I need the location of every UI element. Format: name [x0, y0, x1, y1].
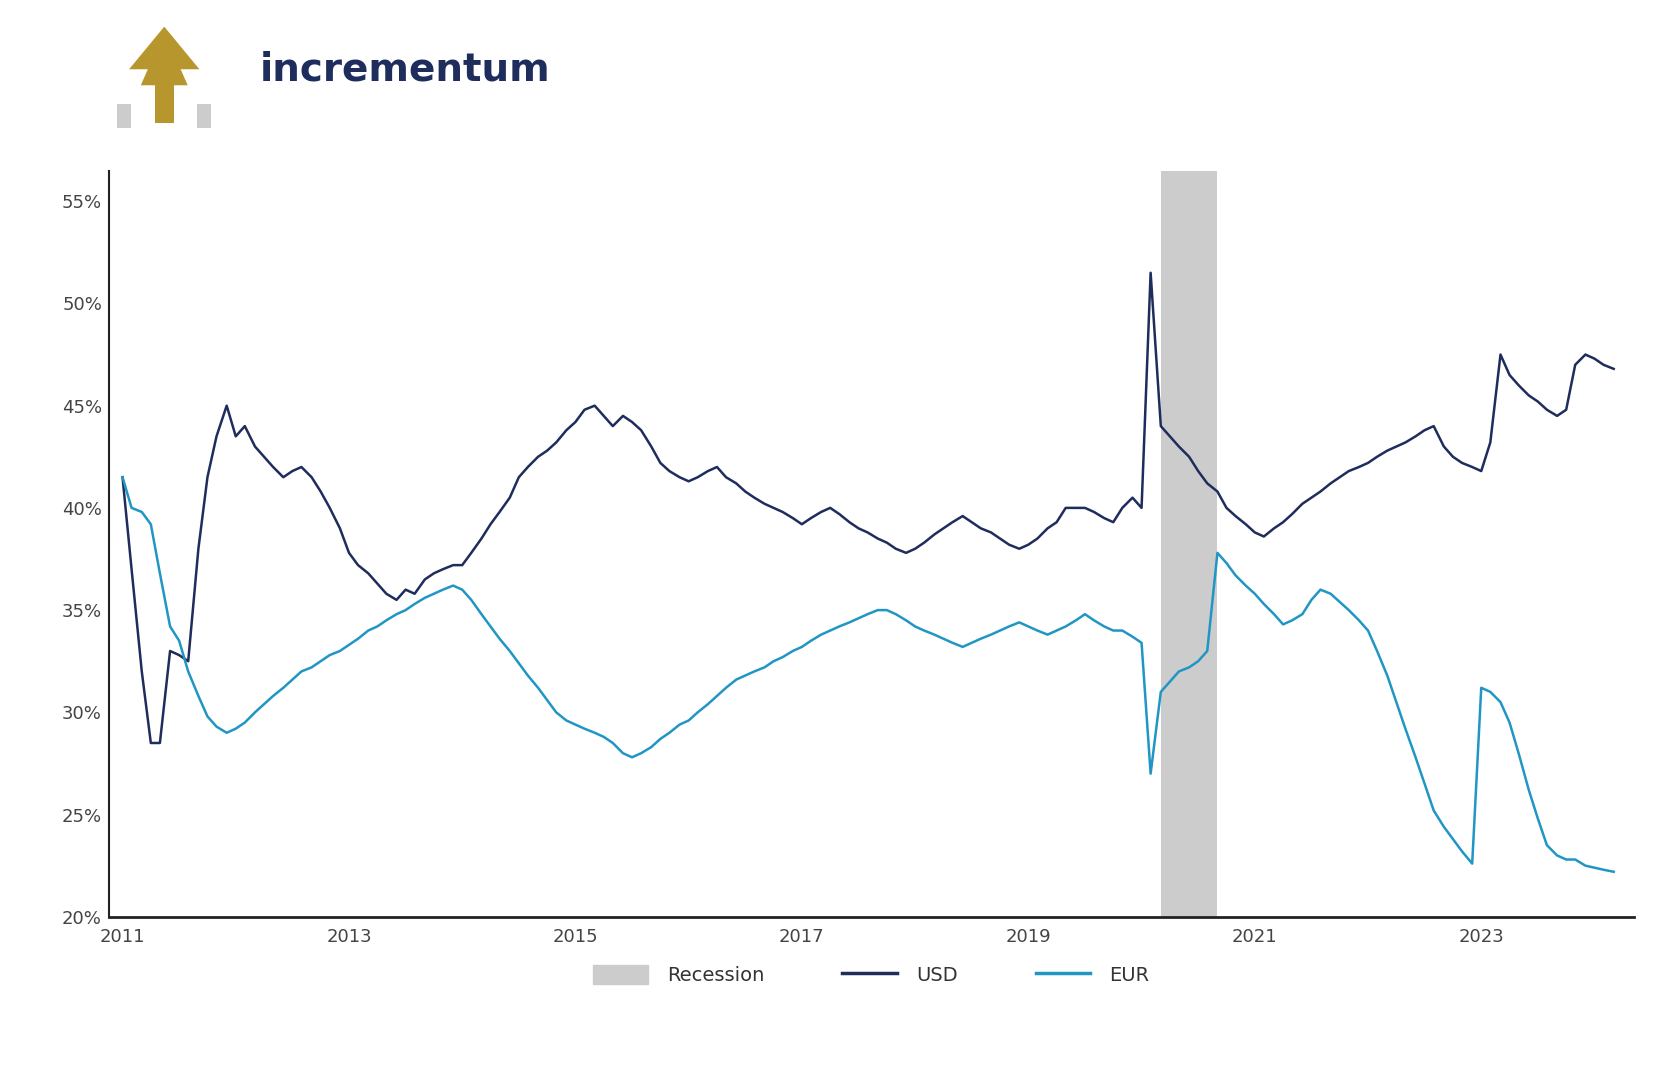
Bar — [154, 82, 174, 123]
Text: incrementum: incrementum — [260, 50, 550, 88]
Polygon shape — [141, 32, 188, 85]
Bar — [198, 104, 211, 128]
Polygon shape — [129, 27, 199, 69]
Bar — [1161, 171, 1217, 917]
Legend: Recession, USD, EUR: Recession, USD, EUR — [585, 957, 1158, 992]
Bar — [117, 104, 131, 128]
